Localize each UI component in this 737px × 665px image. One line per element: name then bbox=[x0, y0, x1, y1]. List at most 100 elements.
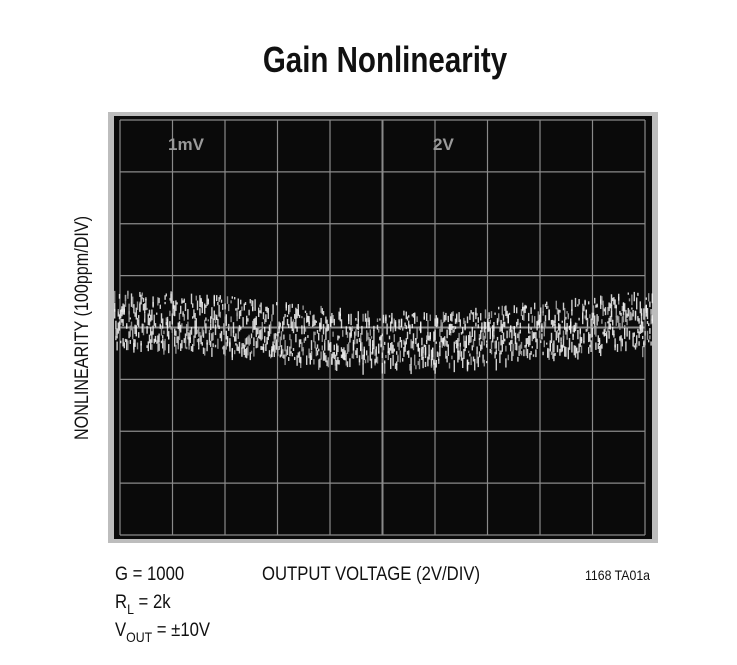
trace-speck bbox=[307, 335, 309, 338]
trace-speck bbox=[144, 303, 146, 314]
trace-speck bbox=[477, 324, 479, 329]
trace-speck bbox=[217, 338, 219, 349]
trace-speck bbox=[367, 332, 369, 340]
trace-speck bbox=[500, 335, 502, 346]
trace-speck bbox=[214, 314, 217, 324]
trace-speck bbox=[571, 299, 573, 312]
trace-speck bbox=[246, 337, 248, 345]
trace-speck bbox=[218, 304, 220, 317]
trace-speck bbox=[265, 306, 267, 312]
subscript: OUT bbox=[126, 629, 152, 645]
trace-speck bbox=[242, 345, 244, 349]
trace-speck bbox=[120, 340, 122, 344]
trace-speck bbox=[304, 327, 307, 332]
trace-speck bbox=[160, 325, 163, 336]
trace-speck bbox=[300, 356, 302, 364]
trace-speck bbox=[201, 327, 203, 337]
trace-speck bbox=[537, 319, 539, 326]
trace-speck bbox=[325, 355, 327, 363]
trace-speck bbox=[600, 295, 602, 304]
trace-speck bbox=[506, 330, 508, 339]
trace-speck bbox=[532, 332, 535, 340]
trace-speck bbox=[283, 334, 285, 340]
trace-speck bbox=[586, 320, 589, 323]
trace-speck bbox=[267, 332, 269, 341]
trace-speck bbox=[564, 346, 566, 357]
trace-speck bbox=[615, 306, 617, 318]
trace-speck bbox=[591, 312, 593, 321]
trace-speck bbox=[274, 333, 277, 339]
trace-speck bbox=[489, 348, 491, 353]
trace-speck bbox=[621, 305, 623, 312]
trace-speck bbox=[429, 314, 431, 321]
trace-speck bbox=[205, 317, 207, 321]
trace-speck bbox=[176, 302, 178, 305]
trace-speck bbox=[472, 356, 475, 362]
trace-speck bbox=[301, 316, 303, 319]
trace-speck bbox=[242, 342, 244, 346]
trace-speck bbox=[541, 333, 543, 340]
trace-speck bbox=[397, 342, 399, 347]
trace-speck bbox=[132, 328, 134, 340]
trace-speck bbox=[145, 298, 147, 311]
trace-speck bbox=[640, 313, 643, 324]
trace-speck bbox=[346, 361, 349, 368]
trace-speck bbox=[222, 346, 224, 350]
trace-speck bbox=[610, 305, 613, 317]
condition-text: R bbox=[115, 591, 127, 612]
trace-speck bbox=[370, 336, 373, 339]
trace-speck bbox=[607, 328, 609, 332]
trace-speck bbox=[288, 305, 290, 315]
trace-speck bbox=[422, 356, 424, 369]
condition-text: = ±10V bbox=[152, 619, 210, 640]
trace-speck bbox=[244, 348, 247, 358]
trace-speck bbox=[204, 303, 206, 314]
trace-speck bbox=[208, 333, 211, 343]
trace-speck bbox=[301, 342, 303, 352]
trace-speck bbox=[225, 342, 227, 350]
trace-speck bbox=[588, 347, 590, 354]
trace-speck bbox=[637, 328, 639, 334]
trace-speck bbox=[261, 327, 263, 340]
trace-speck bbox=[282, 321, 284, 332]
trace-speck bbox=[334, 354, 337, 366]
trace-speck bbox=[354, 334, 356, 345]
trace-speck bbox=[150, 314, 152, 322]
trace-speck bbox=[594, 315, 596, 328]
trace-speck bbox=[314, 341, 316, 349]
trace-speck bbox=[477, 356, 479, 368]
trace-speck bbox=[488, 322, 490, 332]
trace-speck bbox=[278, 346, 280, 350]
trace-speck bbox=[174, 336, 176, 347]
trace-speck bbox=[182, 300, 184, 303]
trace-speck bbox=[465, 345, 467, 349]
trace-speck bbox=[320, 317, 322, 330]
trace-speck bbox=[585, 329, 587, 332]
trace-speck bbox=[232, 328, 235, 338]
trace-speck bbox=[446, 355, 448, 363]
trace-speck bbox=[297, 352, 299, 358]
trace-speck bbox=[417, 344, 419, 352]
trace-speck bbox=[241, 343, 243, 349]
trace-speck bbox=[502, 321, 505, 327]
trace-speck bbox=[616, 343, 619, 352]
trace-speck bbox=[597, 343, 599, 350]
trace-speck bbox=[519, 344, 521, 354]
trace-speck bbox=[363, 348, 365, 361]
trace-speck bbox=[470, 310, 472, 314]
trace-speck bbox=[465, 335, 467, 347]
trace-speck bbox=[574, 297, 577, 307]
trace-speck bbox=[158, 297, 160, 304]
trace-speck bbox=[120, 318, 122, 325]
trace-speck bbox=[168, 344, 170, 354]
trace-speck bbox=[310, 340, 313, 351]
trace-speck bbox=[538, 318, 541, 328]
trace-speck bbox=[578, 299, 580, 305]
trace-speck bbox=[393, 348, 395, 352]
trace-speck bbox=[621, 338, 623, 347]
trace-speck bbox=[408, 320, 410, 329]
trace-speck bbox=[628, 309, 631, 321]
trace-speck bbox=[236, 312, 238, 322]
trace-speck bbox=[552, 319, 554, 328]
trace-speck bbox=[333, 351, 335, 360]
